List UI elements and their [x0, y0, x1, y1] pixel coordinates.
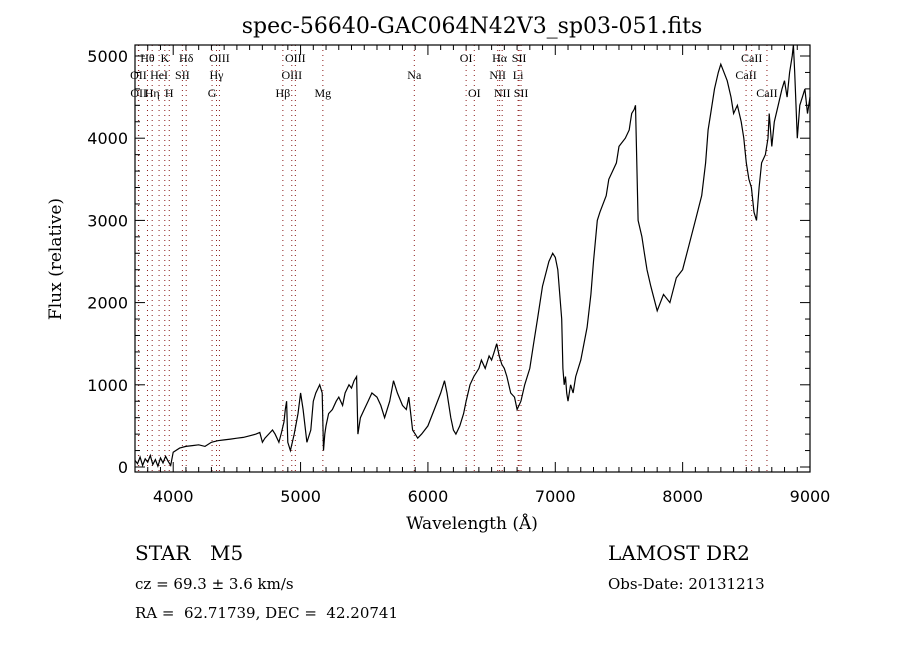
- line-label-sii: SII: [514, 86, 529, 100]
- chart-title: spec-56640-GAC064N42V3_sp03-051.fits: [242, 14, 703, 39]
- line-label-hα: Hα: [492, 51, 508, 65]
- line-label-caii: CaII: [756, 86, 777, 100]
- x-tick-label: 8000: [662, 487, 703, 506]
- line-label-g: G: [208, 86, 217, 100]
- y-axis-ticks: 0 1000 2000 3000 4000 5000: [87, 47, 810, 477]
- x-tick-label: 9000: [790, 487, 831, 506]
- x-tick-label: 6000: [408, 487, 449, 506]
- line-label-nii: NII: [489, 68, 506, 82]
- line-label-oi: OI: [468, 86, 481, 100]
- line-label-hβ: Hβ: [275, 86, 290, 100]
- x-tick-label: 5000: [280, 487, 321, 506]
- line-label-li: Li: [513, 68, 524, 82]
- redshift-info: cz = 69.3 ± 3.6 km/s: [135, 575, 294, 593]
- x-tick-label: 4000: [153, 487, 194, 506]
- y-tick-label: 3000: [87, 211, 128, 230]
- line-label-sii: SII: [175, 68, 190, 82]
- line-label-nii: NII: [494, 86, 511, 100]
- line-label-oiii: OIII: [285, 51, 306, 65]
- y-tick-label: 5000: [87, 47, 128, 66]
- line-label-hη: Hη: [145, 86, 160, 100]
- spectrum-line: [134, 44, 811, 469]
- line-label-caii: CaII: [735, 68, 756, 82]
- x-axis-ticks: 4000 5000 6000 7000 8000 9000: [147, 45, 831, 506]
- y-axis-label: Flux (relative): [46, 198, 66, 320]
- spectral-line-markers: [137, 45, 768, 472]
- line-label-sii: SII: [512, 51, 527, 65]
- spectral-line-labels: Hθ K Hδ OIII OIII OI Hα SII CaII OII HeI SII Hγ OIII N…: [130, 51, 778, 100]
- object-class: STAR: [135, 541, 191, 565]
- line-label-hei: HeI: [150, 68, 168, 82]
- y-tick-label: 1000: [87, 376, 128, 395]
- plot-frame: [134, 44, 811, 473]
- line-label-oi: OI: [460, 51, 473, 65]
- x-tick-label: 7000: [535, 487, 576, 506]
- y-tick-label: 2000: [87, 294, 128, 313]
- line-label-h: H: [165, 86, 174, 100]
- line-label-hγ: Hγ: [210, 68, 225, 82]
- line-label-k: K: [160, 51, 169, 65]
- obs-date: Obs-Date: 20131213: [608, 575, 765, 593]
- survey-name: LAMOST DR2: [608, 541, 750, 565]
- y-tick-label: 0: [118, 458, 128, 477]
- object-subclass: M5: [210, 541, 244, 565]
- line-label-oiii: OIII: [281, 68, 302, 82]
- y-tick-label: 4000: [87, 129, 128, 148]
- line-label-oii: OII: [130, 68, 147, 82]
- line-label-hθ: Hθ: [140, 51, 155, 65]
- x-axis-label: Wavelength (Å): [406, 513, 538, 534]
- line-label-na: Na: [407, 68, 422, 82]
- line-label-mg: Mg: [315, 86, 332, 100]
- line-label-oiii: OIII: [209, 51, 230, 65]
- line-label-hδ: Hδ: [179, 51, 194, 65]
- line-label-caii: CaII: [741, 51, 762, 65]
- coordinates-info: RA = 62.71739, DEC = 42.20741: [135, 604, 399, 622]
